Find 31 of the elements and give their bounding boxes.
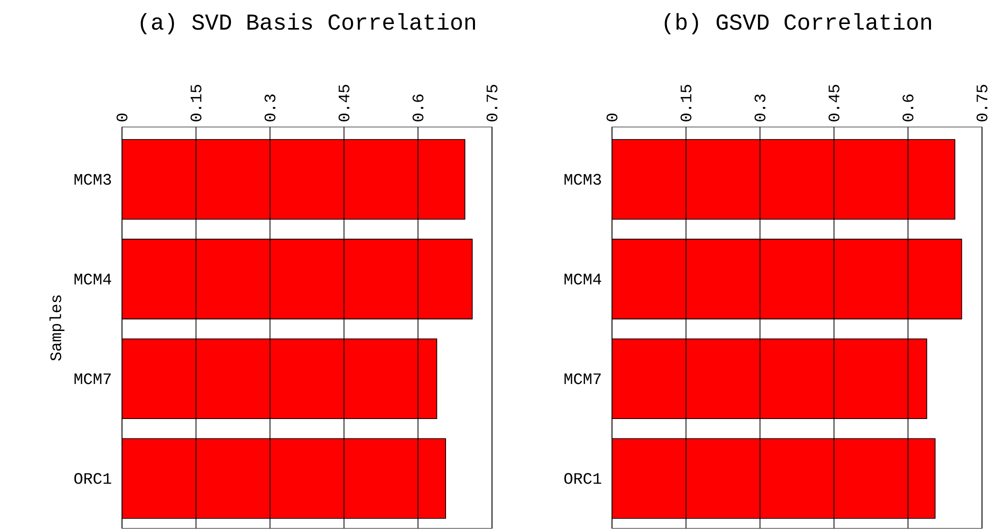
- y-tick-label: MCM4: [74, 274, 112, 284]
- bar: [122, 139, 466, 220]
- bar: [122, 338, 438, 420]
- bar: [612, 438, 936, 519]
- x-tick-label: 0.6: [902, 94, 914, 122]
- chart-title: (a) SVD Basis Correlation: [140, 13, 475, 34]
- x-tick-label: 0.3: [754, 94, 766, 122]
- y-tick-label: MCM3: [564, 174, 601, 185]
- x-tick-label: 0.45: [828, 84, 840, 122]
- bar: [612, 338, 928, 420]
- bar: [122, 238, 473, 320]
- chart-title: (b) GSVD Correlation: [664, 13, 931, 34]
- y-tick-label: MCM7: [564, 373, 601, 384]
- y-tick-label: ORC1: [74, 473, 112, 484]
- y-axis-title: Samples: [50, 295, 64, 361]
- y-tick-label: MCM3: [74, 174, 111, 185]
- x-tick-label: 0: [116, 114, 128, 122]
- bar: [122, 438, 446, 519]
- bar: [612, 139, 956, 220]
- x-tick-label: 0: [606, 114, 618, 122]
- y-tick-label: ORC1: [564, 473, 602, 484]
- bar: [612, 238, 962, 320]
- x-tick-label: 0.15: [680, 84, 692, 122]
- x-tick-label: 0.15: [190, 84, 202, 122]
- y-tick-label: MCM7: [74, 373, 111, 384]
- x-tick-label: 0.3: [264, 94, 276, 122]
- x-tick-label: 0.75: [976, 84, 988, 122]
- x-tick-label: 0.6: [412, 94, 424, 122]
- x-tick-label: 0.75: [486, 84, 498, 122]
- x-tick-label: 0.45: [338, 84, 350, 122]
- y-tick-label: MCM4: [564, 274, 602, 284]
